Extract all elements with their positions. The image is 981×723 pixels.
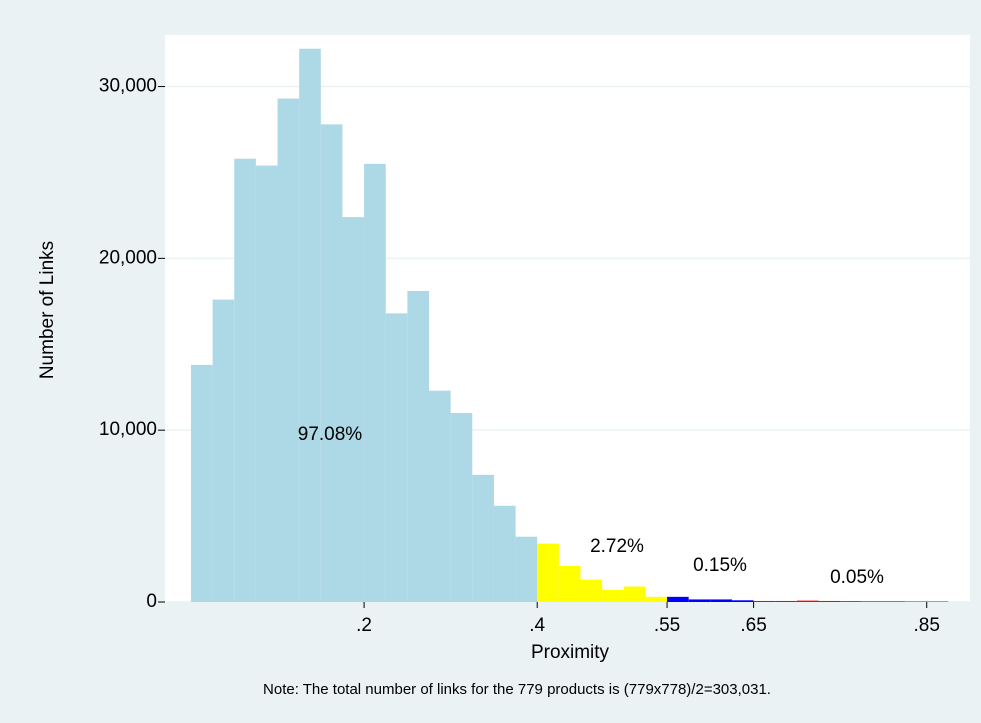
bar <box>667 596 689 602</box>
annotation: 0.05% <box>830 567 884 588</box>
bar <box>364 163 386 602</box>
bar <box>515 536 538 602</box>
y-axis-label: Number of Links <box>37 241 58 379</box>
x-tick-label: .65 <box>740 615 766 636</box>
x-tick-label: .85 <box>914 615 940 636</box>
bar <box>861 601 884 602</box>
bar <box>796 600 819 602</box>
x-tick-label: .55 <box>654 615 680 636</box>
bar <box>688 599 711 602</box>
bar <box>840 601 862 602</box>
x-tick-label: .4 <box>529 615 545 636</box>
bar <box>234 158 256 602</box>
bar <box>602 589 624 602</box>
bar <box>645 596 668 602</box>
bar <box>212 299 235 602</box>
bar <box>731 600 754 602</box>
bar <box>580 579 603 602</box>
bar <box>558 565 581 602</box>
bar <box>926 601 949 602</box>
bar <box>537 543 559 602</box>
bar <box>493 505 516 602</box>
bar <box>277 98 300 602</box>
annotation: 2.72% <box>590 536 644 557</box>
bar <box>299 48 321 602</box>
y-tick-label: 30,000 <box>99 76 157 97</box>
bar <box>472 474 494 602</box>
bar <box>450 413 473 602</box>
bar <box>255 165 278 602</box>
bar <box>407 291 430 602</box>
bar <box>753 600 776 602</box>
bar <box>775 600 797 602</box>
bar <box>190 364 213 602</box>
bar <box>710 599 732 602</box>
annotation: 0.15% <box>693 555 747 576</box>
annotation: 97.08% <box>298 424 363 445</box>
bar <box>385 313 408 602</box>
y-tick-label: 10,000 <box>99 419 157 440</box>
bar <box>883 601 906 602</box>
bar <box>320 124 343 602</box>
note: Note: The total number of links for the … <box>263 681 771 698</box>
x-axis-label: Proximity <box>531 642 610 663</box>
bar <box>623 586 646 602</box>
y-tick-label: 20,000 <box>99 247 157 268</box>
bar <box>429 390 451 602</box>
bar <box>905 601 927 602</box>
bar <box>342 217 365 603</box>
y-tick-label: 0 <box>146 591 157 612</box>
x-tick-label: .2 <box>356 615 372 636</box>
bar <box>818 600 841 602</box>
